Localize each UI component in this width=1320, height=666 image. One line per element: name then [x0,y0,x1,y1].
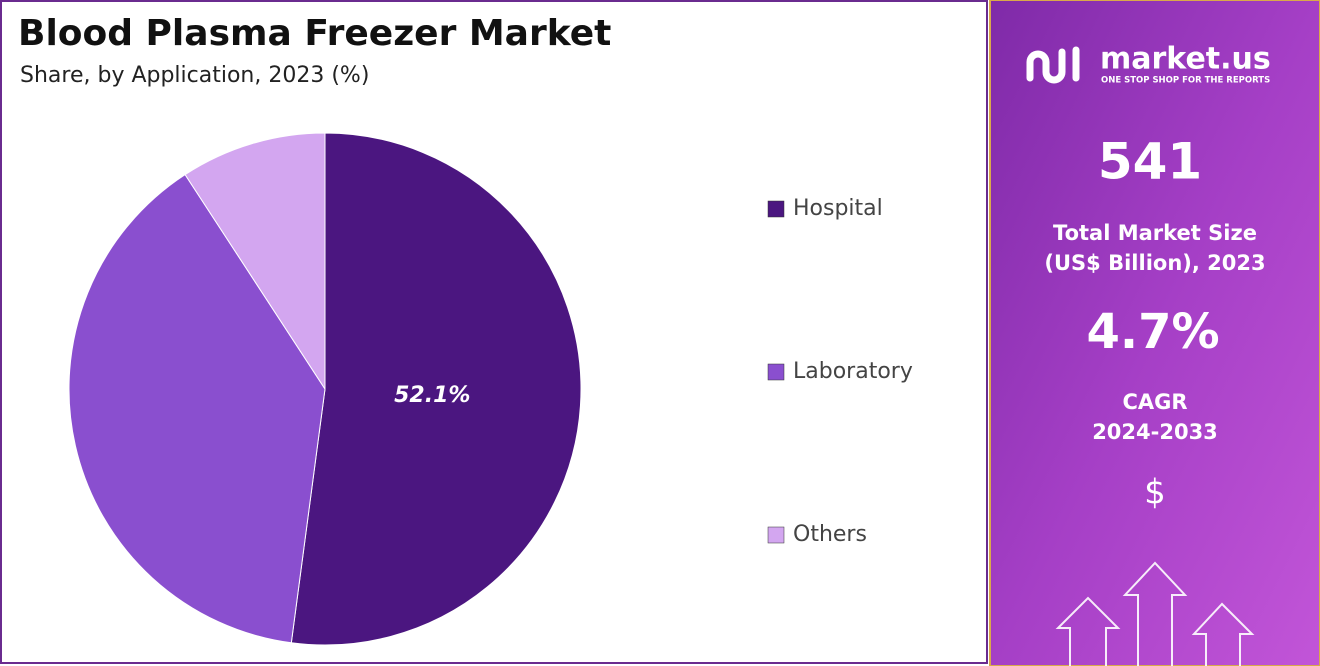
tagline: ONE STOP SHOP FOR THE REPORTS [1101,76,1270,86]
market-size: 541 [1098,133,1202,191]
legend-swatch [767,526,785,544]
chart-subtitle: Share, by Application, 2023 (%) [20,63,369,88]
legend-swatch [767,363,785,381]
brand: market.us [1100,42,1271,77]
market-size-label: (US$ Billion), 2023 [1044,251,1265,275]
cagr-label: 2024-2033 [1092,420,1218,444]
legend-label: Others [793,522,867,547]
pie-slice [290,132,582,646]
pie-slice [184,132,326,391]
cagr: 4.7% [1086,304,1219,360]
currency-icon: $ [1144,473,1166,513]
market-size-label: Total Market Size [1053,221,1257,245]
legend-label: Laboratory [793,359,913,384]
side-panel [989,0,1320,666]
arrows [1055,561,1255,666]
chart-title: Blood Plasma Freezer Market [18,13,611,54]
legend-label: Hospital [793,196,883,221]
legend-swatch [767,200,785,218]
logo-icon [1026,46,1080,84]
cagr-label: CAGR [1122,390,1187,414]
data-label: 52.1% [394,383,470,408]
